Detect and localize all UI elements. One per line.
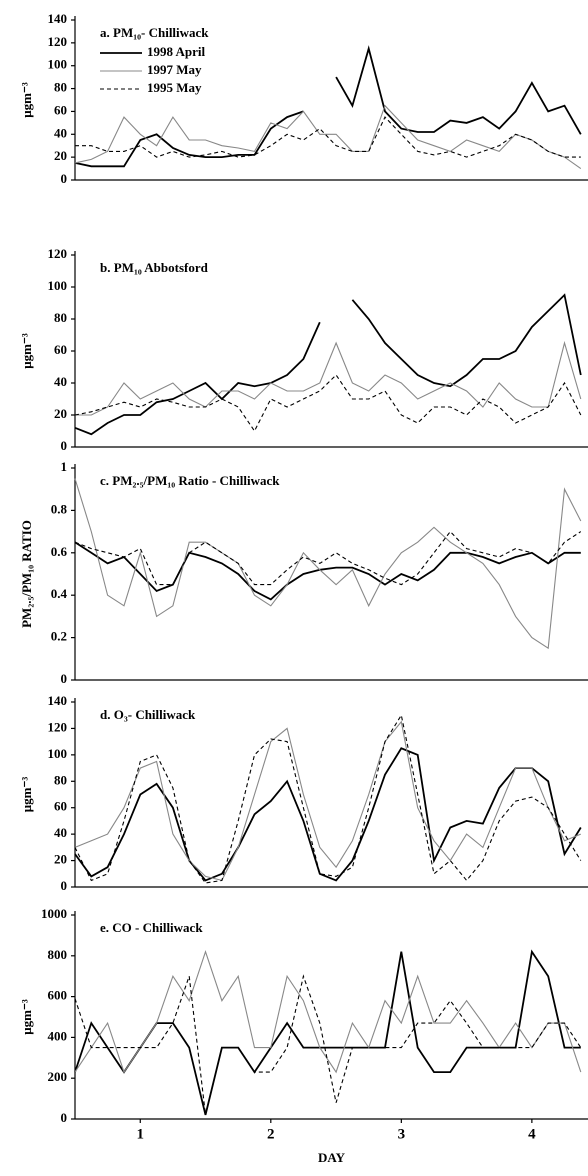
y-tick-label: 0 [61, 671, 68, 686]
y-tick-label: 60 [54, 799, 67, 814]
y-tick-label: 20 [54, 148, 67, 163]
data-line [74, 45, 582, 168]
y-axis-label: μgm⁻³ [19, 777, 34, 813]
y-tick-label: 0 [61, 171, 68, 186]
y-tick-label: 80 [54, 310, 67, 325]
y-tick-label: 20 [54, 406, 67, 421]
y-tick-label: 0.4 [51, 586, 68, 601]
legend-label: 1997 May [147, 62, 202, 77]
data-line [74, 478, 582, 650]
data-line [74, 713, 582, 884]
legend-label: 1995 May [147, 80, 202, 95]
x-tick-label: 4 [528, 1126, 536, 1142]
y-tick-label: 0.8 [51, 501, 68, 516]
panel-title: d. O₃- Chilliwack [100, 707, 196, 722]
data-line [75, 116, 581, 158]
data-line [74, 293, 582, 436]
y-tick-label: 40 [54, 125, 67, 140]
y-tick-label: 100 [48, 278, 68, 293]
data-line [74, 747, 582, 882]
x-tick-label: 3 [398, 1126, 406, 1142]
y-tick-label: 200 [48, 1069, 68, 1084]
panel-title: e. CO - Chilliwack [100, 920, 203, 935]
y-tick-label: 80 [54, 772, 67, 787]
y-axis-label: μgm⁻³ [19, 82, 34, 118]
y-tick-label: 800 [48, 947, 68, 962]
data-line [74, 374, 582, 433]
y-tick-label: 0.6 [51, 544, 68, 559]
x-tick-label: 2 [267, 1126, 275, 1142]
y-tick-label: 120 [48, 34, 68, 49]
y-tick-label: 400 [48, 1028, 68, 1043]
y-tick-label: 1 [61, 459, 68, 474]
data-line [74, 949, 581, 1116]
data-line [74, 720, 582, 882]
data-line [75, 340, 582, 416]
y-tick-label: 0.2 [51, 629, 67, 644]
y-tick-label: 0 [61, 438, 68, 453]
y-tick-label: 120 [48, 246, 68, 261]
x-axis-label: DAY [318, 1150, 346, 1165]
y-tick-label: 60 [54, 342, 67, 357]
y-tick-label: 120 [48, 719, 68, 734]
data-line [74, 530, 582, 586]
y-tick-label: 40 [54, 374, 67, 389]
y-tick-label: 0 [61, 878, 68, 893]
data-line [74, 104, 582, 170]
data-line [74, 974, 582, 1116]
y-tick-label: 1000 [41, 906, 67, 921]
y-axis-label: μgm⁻³ [19, 999, 34, 1035]
x-tick-label: 1 [137, 1126, 145, 1142]
y-tick-label: 140 [48, 11, 68, 26]
panel-title: a. PM₁₀- Chilliwack [100, 25, 209, 40]
y-tick-label: 80 [54, 80, 67, 95]
panel-title: c. PM₂.₅/PM₁₀ Ratio - Chilliwack [100, 473, 280, 488]
y-tick-label: 20 [54, 852, 67, 867]
y-tick-label: 600 [48, 988, 68, 1003]
legend-label: 1998 April [147, 44, 206, 59]
y-tick-label: 0 [61, 1110, 68, 1125]
y-axis-label: PM₂.₅/PM₁₀ RATIO [19, 520, 34, 628]
y-tick-label: 60 [54, 102, 67, 117]
data-line [74, 541, 581, 601]
y-tick-label: 40 [54, 825, 67, 840]
data-line [74, 949, 582, 1074]
panel-title: b. PM₁₀ Abbotsford [100, 260, 209, 275]
y-axis-label: μgm⁻³ [19, 333, 34, 369]
y-tick-label: 100 [48, 57, 68, 72]
y-tick-label: 100 [48, 746, 68, 761]
y-tick-label: 140 [48, 693, 68, 708]
